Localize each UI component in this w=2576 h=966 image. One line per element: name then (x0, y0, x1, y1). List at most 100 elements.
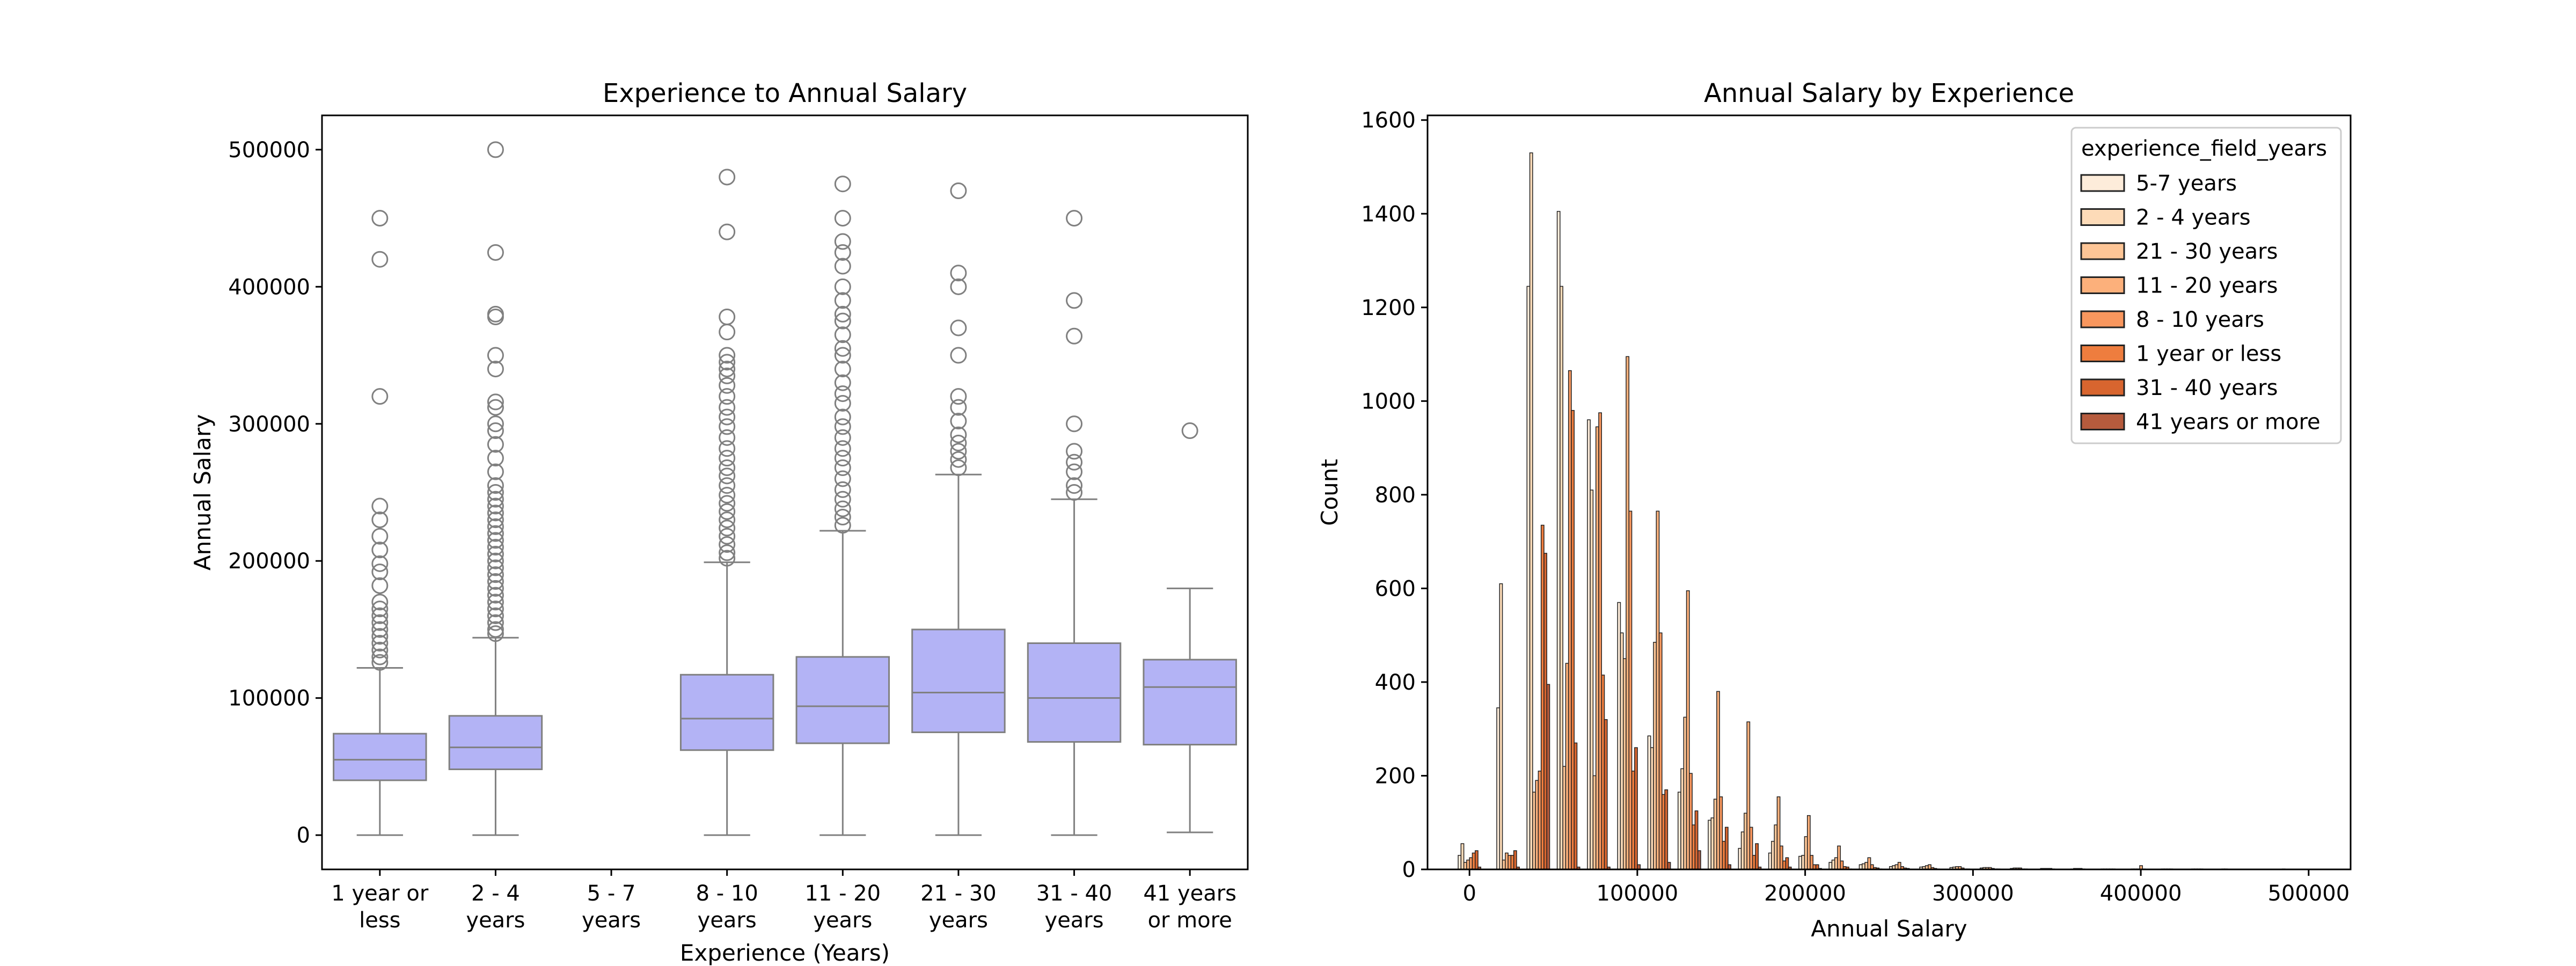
legend-label: 2 - 4 years (2136, 206, 2251, 230)
outlier-point (371, 564, 389, 581)
bar (1697, 850, 1701, 870)
bar (1647, 735, 1651, 870)
x-tick-label-line1: 41 years (1143, 881, 1236, 906)
box-5 (795, 175, 890, 836)
x-tick-label-line2: less (359, 908, 400, 933)
outlier-point (487, 497, 504, 515)
bar (1716, 691, 1720, 870)
bar (1755, 843, 1759, 870)
bar (1744, 813, 1747, 870)
bar (1513, 850, 1517, 870)
bar (1677, 792, 1681, 870)
outlier-point (834, 340, 851, 357)
bar (1650, 747, 1654, 870)
outlier-point (834, 361, 851, 378)
x-tick-label-line2: years (698, 908, 757, 933)
iqr-box (333, 733, 427, 781)
outlier-point (487, 484, 504, 501)
outlier-point (487, 580, 504, 597)
outlier-point (371, 511, 389, 529)
outlier-point (719, 361, 736, 378)
bar (1460, 843, 1465, 870)
bar (1713, 799, 1717, 870)
outlier-point (1066, 484, 1083, 501)
outlier-point (834, 385, 851, 402)
outlier-point (719, 450, 736, 467)
x-tick-label-line2: years (582, 908, 641, 933)
bar (1502, 859, 1506, 870)
box-6 (911, 182, 1006, 836)
outlier-point (371, 614, 389, 631)
outlier-point (950, 413, 967, 430)
outlier-point (719, 503, 736, 520)
bar (1710, 817, 1715, 870)
y-tick-label: 1400 (1361, 202, 1416, 226)
legend-label: 41 years or more (2136, 410, 2321, 435)
outlier-point (371, 555, 389, 572)
bar (1810, 855, 1814, 870)
outlier-point (371, 628, 389, 645)
bar (1535, 780, 1539, 870)
legend-item: 11 - 20 years (2080, 274, 2278, 298)
outlier-point (487, 477, 504, 494)
outlier-point (1066, 463, 1083, 480)
bar (1708, 819, 1712, 870)
outlier-point (487, 399, 504, 416)
outlier-point (719, 354, 736, 371)
outlier-point (487, 532, 504, 549)
outlier-point (719, 550, 736, 567)
legend-label: 11 - 20 years (2136, 274, 2278, 298)
outlier-point (487, 415, 504, 433)
bar (1740, 831, 1745, 870)
bar (1546, 684, 1550, 870)
outlier-point (950, 443, 967, 460)
bar (1656, 510, 1660, 870)
outlier-point (834, 175, 851, 193)
outlier-point (834, 418, 851, 435)
legend-label: 21 - 30 years (2136, 239, 2278, 264)
outlier-point (950, 426, 967, 443)
outlier-point (834, 210, 851, 227)
x-tick-label-line1: 1 year or (331, 881, 429, 906)
legend-label: 5-7 years (2136, 171, 2237, 196)
y-tick-label: 400000 (228, 275, 310, 299)
bar (1574, 742, 1578, 870)
outlier-point (719, 418, 736, 435)
outlier-point (487, 594, 504, 611)
bar (1466, 859, 1470, 870)
outlier-point (371, 541, 389, 559)
x-tick-label-line2: or more (1148, 908, 1232, 933)
legend-item: 5-7 years (2080, 171, 2237, 196)
bar (1694, 810, 1699, 870)
outlier-point (487, 573, 504, 590)
bar (1507, 855, 1512, 870)
chart-title: Experience to Annual Salary (603, 78, 967, 108)
outlier-point (719, 467, 736, 485)
outlier-point (487, 552, 504, 569)
legend-swatch (2080, 310, 2125, 328)
bar (1837, 845, 1841, 870)
bar (1653, 642, 1657, 870)
x-tick-label-line2: years (929, 908, 988, 933)
outlier-point (834, 481, 851, 498)
outlier-point (950, 399, 967, 416)
legend-item: 2 - 4 years (2080, 206, 2251, 230)
bar (1897, 862, 1901, 870)
legend: experience_field_years 5-7 years 2 - 4 yea… (2070, 127, 2342, 444)
outlier-point (950, 347, 967, 364)
boxplot-chart: Experience to Annual Salary 0 100000 200000… (189, 78, 1249, 966)
outlier-point (487, 566, 504, 583)
outlier-point (371, 210, 389, 227)
outlier-point (834, 517, 851, 534)
legend-item: 21 - 30 years (2080, 239, 2278, 264)
bar (1543, 553, 1547, 870)
legend-swatch (2080, 378, 2125, 397)
bar (1592, 775, 1597, 870)
outlier-point (371, 497, 389, 515)
outlier-point (487, 511, 504, 529)
bar (1686, 590, 1690, 870)
outlier-point (834, 450, 851, 467)
outlier-point (371, 577, 389, 594)
bar (1458, 855, 1462, 870)
outlier-point (719, 347, 736, 364)
